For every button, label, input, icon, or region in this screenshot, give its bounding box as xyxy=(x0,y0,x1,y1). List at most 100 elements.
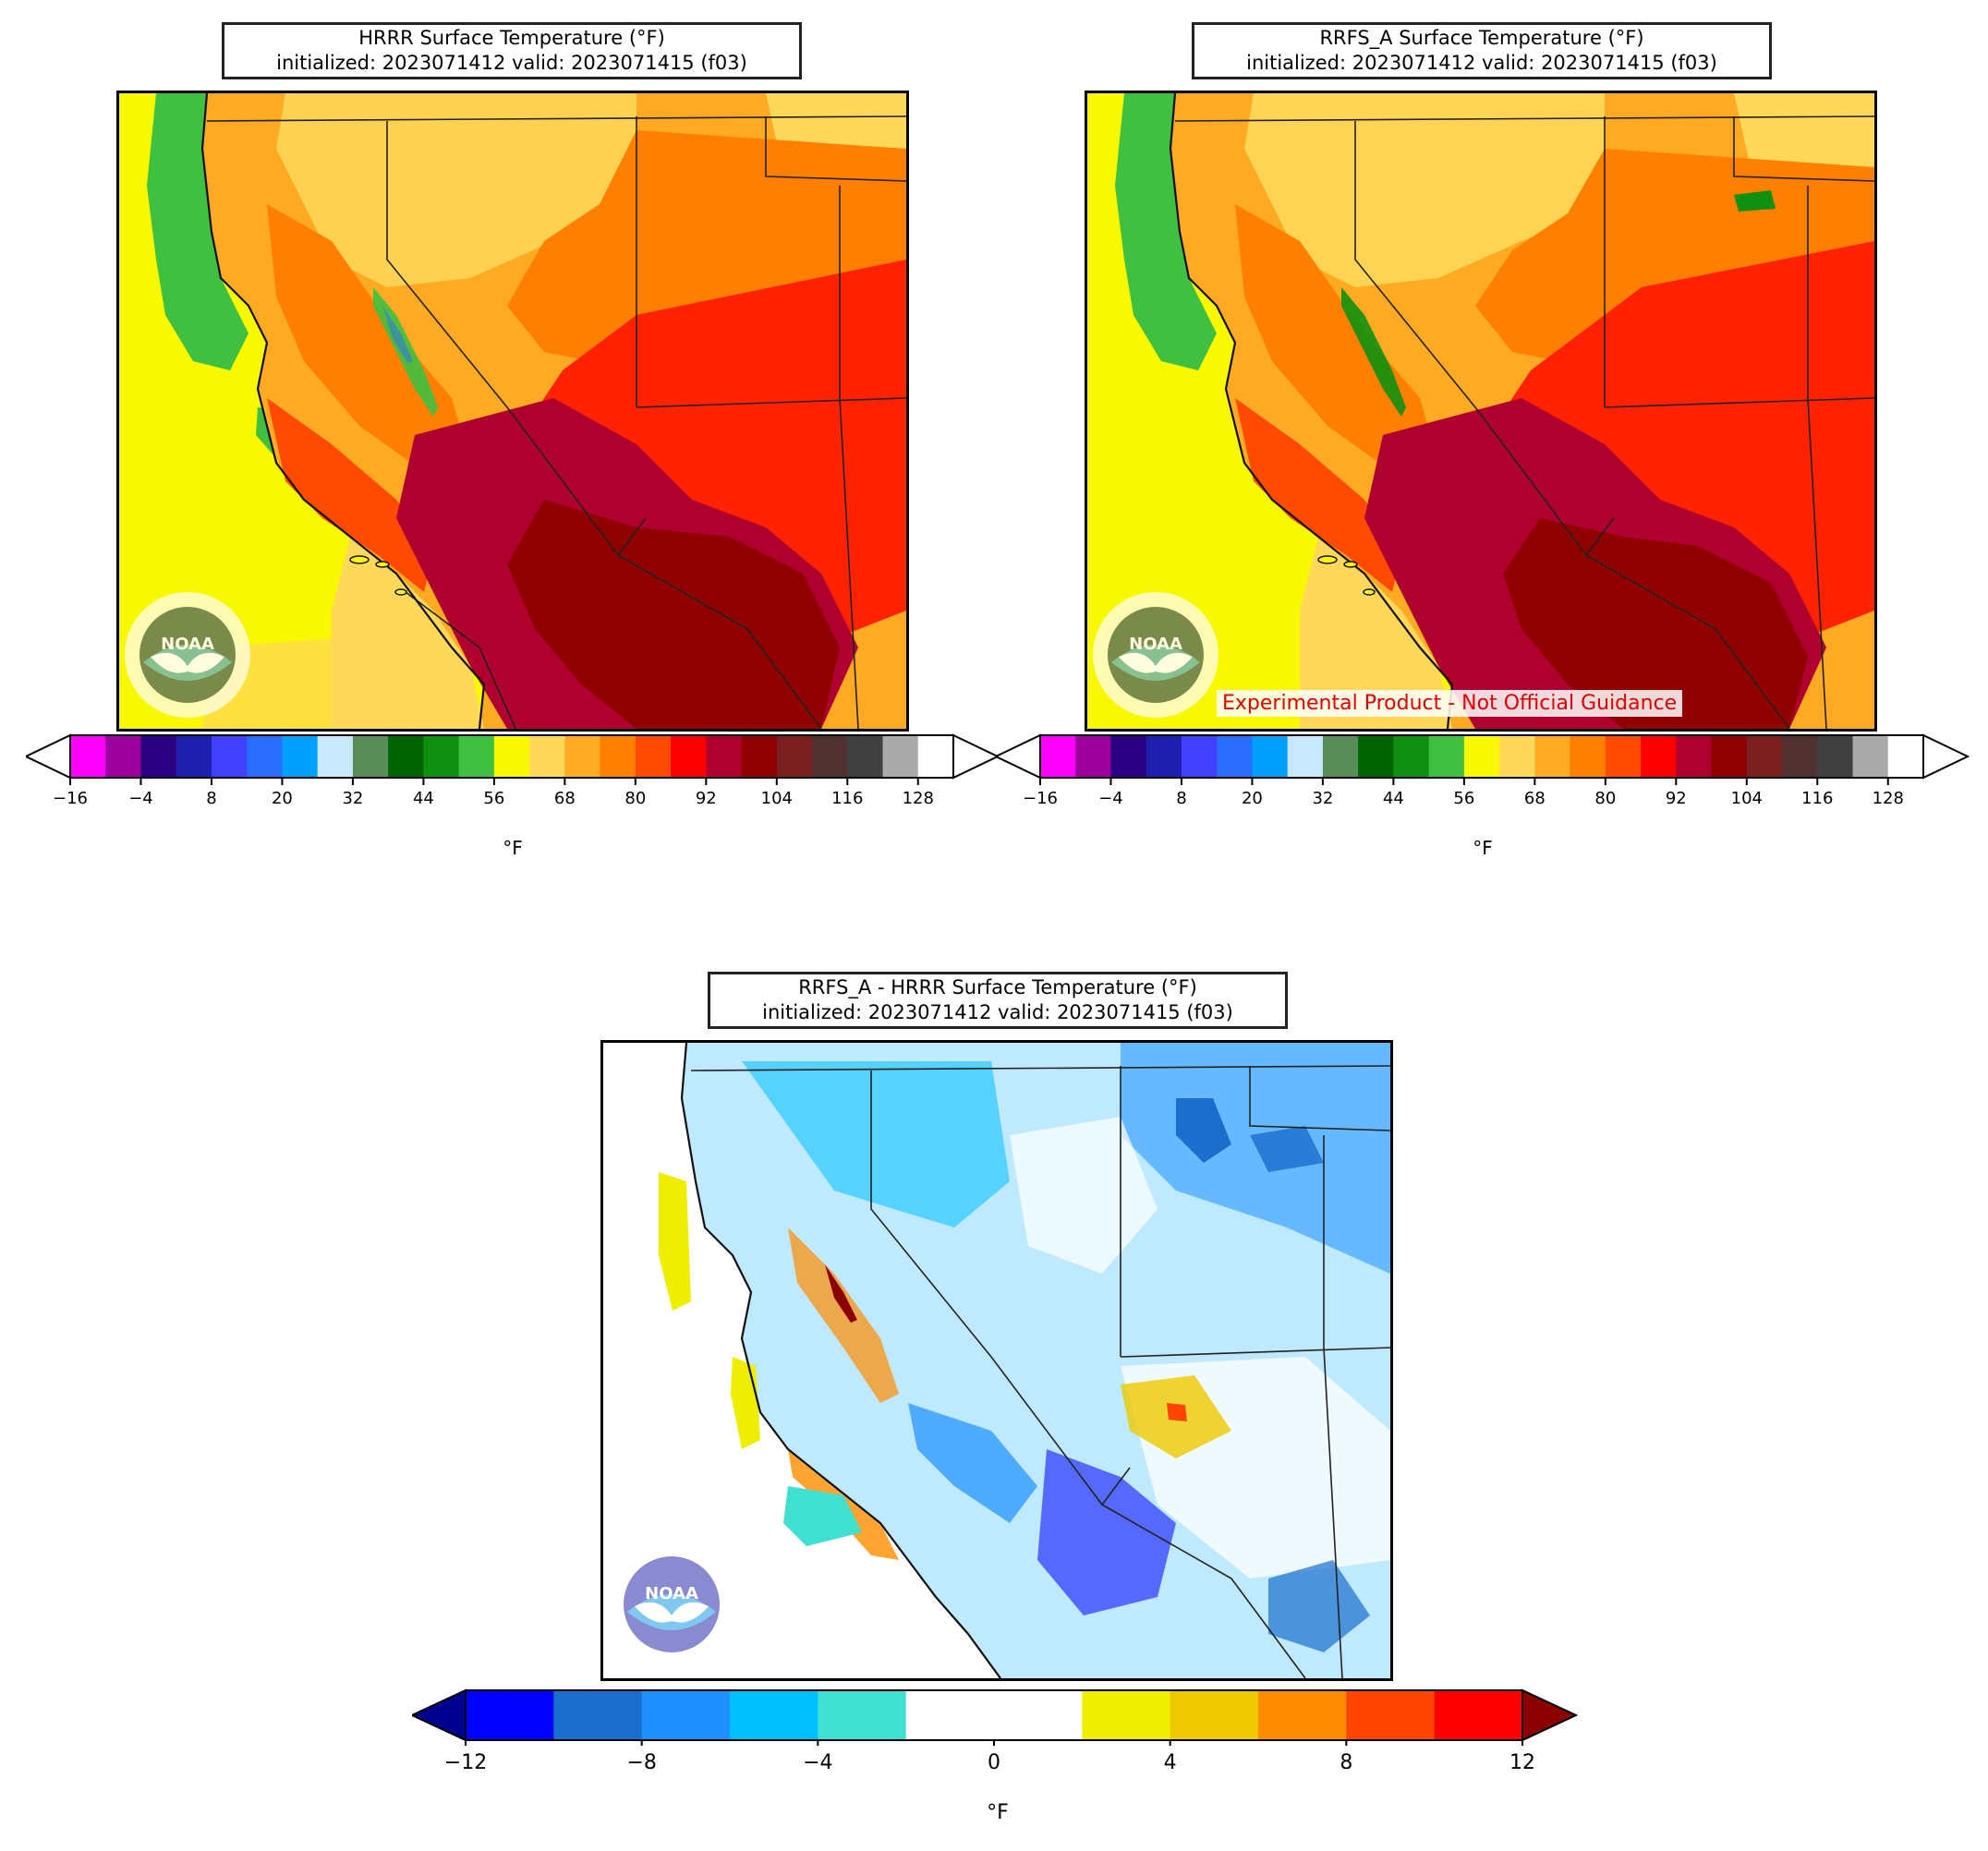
colorbar-tick-label: −12 xyxy=(443,1751,488,1774)
colorbar-swatch xyxy=(994,1690,1083,1740)
colorbar-swatch xyxy=(905,1690,995,1740)
noaa-logo-text: NOAA xyxy=(1129,635,1182,654)
colorbar-tick-label: 4 xyxy=(1163,1751,1177,1774)
colorbar-swatch xyxy=(1782,735,1818,778)
colorbar-swatch xyxy=(1181,735,1218,778)
colorbar-swatch xyxy=(1534,735,1571,778)
rrfs-colorbar xyxy=(996,733,1970,785)
diff-colorbar-unit: °F xyxy=(987,1801,1009,1824)
rrfs-map: NOAA Experimental Product - Not Official… xyxy=(1085,91,1877,732)
colorbar-tick-label: 92 xyxy=(695,789,717,808)
colorbar-swatch xyxy=(847,735,884,778)
colorbar-tick-label: 56 xyxy=(1453,789,1475,808)
colorbar-tick-label: 32 xyxy=(1312,789,1334,808)
colorbar-tick-label: 8 xyxy=(206,789,217,808)
experimental-watermark: Experimental Product - Not Official Guid… xyxy=(1217,690,1683,717)
colorbar-swatch xyxy=(641,1690,731,1740)
colorbar-tick-label: 80 xyxy=(624,789,647,808)
colorbar-under-arrow xyxy=(26,733,71,780)
colorbar-swatch xyxy=(282,735,319,778)
hrrr-colorbar-unit: °F xyxy=(503,837,523,859)
colorbar-tick-label: 128 xyxy=(1872,789,1904,808)
colorbar-swatch xyxy=(247,735,283,778)
colorbar-tick-label: 104 xyxy=(1730,789,1763,808)
noaa-logo: NOAA xyxy=(609,1542,734,1667)
colorbar-tick-label: −4 xyxy=(128,789,153,808)
colorbar-swatch xyxy=(1146,735,1182,778)
colorbar-swatch xyxy=(1463,735,1500,778)
colorbar-swatch xyxy=(1082,1690,1171,1740)
colorbar-swatch xyxy=(1258,1690,1347,1740)
colorbar-under-arrow xyxy=(412,1688,467,1742)
colorbar-swatch xyxy=(812,735,848,778)
colorbar-swatch xyxy=(529,735,565,778)
colorbar-swatch xyxy=(105,735,141,778)
colorbar-swatch xyxy=(388,735,424,778)
colorbar-over-arrow xyxy=(1922,733,1970,780)
colorbar-swatch xyxy=(70,735,106,778)
colorbar-swatch xyxy=(1887,735,1924,778)
rrfs-title-line1: RRFS_A Surface Temperature (°F) xyxy=(1319,27,1644,49)
colorbar-swatch xyxy=(553,1690,643,1740)
diff-colorbar xyxy=(412,1688,1579,1746)
colorbar-swatch xyxy=(1570,735,1606,778)
rrfs-colorbar-unit: °F xyxy=(1473,837,1493,859)
colorbar-tick-label: 116 xyxy=(1801,789,1834,808)
colorbar-swatch xyxy=(317,735,354,778)
colorbar-over-arrow xyxy=(952,733,1000,780)
colorbar-tick-label: −4 xyxy=(803,1751,833,1774)
colorbar-tick-label: 32 xyxy=(342,789,364,808)
colorbar-tick-label: 44 xyxy=(1382,789,1404,808)
colorbar-frame xyxy=(1039,734,1924,779)
colorbar-swatch xyxy=(706,735,743,778)
colorbar-tick-label: 44 xyxy=(412,789,434,808)
colorbar-swatch xyxy=(1605,735,1642,778)
colorbar-swatch xyxy=(1746,735,1783,778)
colorbar-tick-label: 104 xyxy=(760,789,793,808)
colorbar-swatch xyxy=(1358,735,1394,778)
colorbar-over-arrow xyxy=(1521,1688,1579,1742)
colorbar-tick-label: 8 xyxy=(1339,1751,1353,1774)
colorbar-swatch xyxy=(1434,1690,1523,1740)
colorbar-tick-label: 92 xyxy=(1665,789,1687,808)
colorbar-swatch xyxy=(423,735,460,778)
hrrr-title-line2: initialized: 2023071412 valid: 202307141… xyxy=(276,52,747,74)
colorbar-tick-label: 20 xyxy=(271,789,293,808)
noaa-logo-text: NOAA xyxy=(161,635,214,654)
colorbar-tick-label: 12 xyxy=(1509,1751,1535,1774)
hrrr-colorbar xyxy=(26,733,1000,785)
diff-title-line1: RRFS_A - HRRR Surface Temperature (°F) xyxy=(798,976,1197,998)
colorbar-swatch xyxy=(776,735,813,778)
colorbar-swatch xyxy=(1110,735,1147,778)
colorbar-tick-label: 8 xyxy=(1176,789,1187,808)
colorbar-swatch xyxy=(1393,735,1430,778)
colorbar-swatch xyxy=(1817,735,1854,778)
colorbar-swatch xyxy=(917,735,954,778)
diff-map-field xyxy=(603,1043,1390,1678)
colorbar-swatch xyxy=(671,735,707,778)
colorbar-swatch xyxy=(564,735,601,778)
colorbar-swatch xyxy=(1852,735,1889,778)
diff-title-line2: initialized: 2023071412 valid: 202307141… xyxy=(762,1001,1233,1023)
colorbar-swatch xyxy=(741,735,778,778)
colorbar-swatch xyxy=(1170,1690,1259,1740)
colorbar-swatch xyxy=(493,735,530,778)
colorbar-swatch xyxy=(1499,735,1535,778)
colorbar-tick-label: −16 xyxy=(53,789,88,808)
rrfs-title: RRFS_A Surface Temperature (°F) initiali… xyxy=(1192,22,1772,79)
noaa-logo: NOAA xyxy=(1093,592,1218,718)
colorbar-swatch xyxy=(1346,1690,1436,1740)
colorbar-swatch xyxy=(882,735,919,778)
colorbar-swatch xyxy=(352,735,389,778)
noaa-logo: NOAA xyxy=(125,592,250,718)
colorbar-swatch xyxy=(1252,735,1289,778)
hrrr-map: NOAA xyxy=(116,91,909,732)
hrrr-title-line1: HRRR Surface Temperature (°F) xyxy=(358,27,665,49)
hrrr-title: HRRR Surface Temperature (°F) initialize… xyxy=(222,22,802,79)
colorbar-swatch xyxy=(1217,735,1253,778)
colorbar-tick-label: 128 xyxy=(902,789,934,808)
colorbar-swatch xyxy=(1428,735,1465,778)
colorbar-tick-label: 68 xyxy=(1523,789,1546,808)
colorbar-swatch xyxy=(458,735,495,778)
diff-title: RRFS_A - HRRR Surface Temperature (°F) i… xyxy=(708,972,1288,1029)
